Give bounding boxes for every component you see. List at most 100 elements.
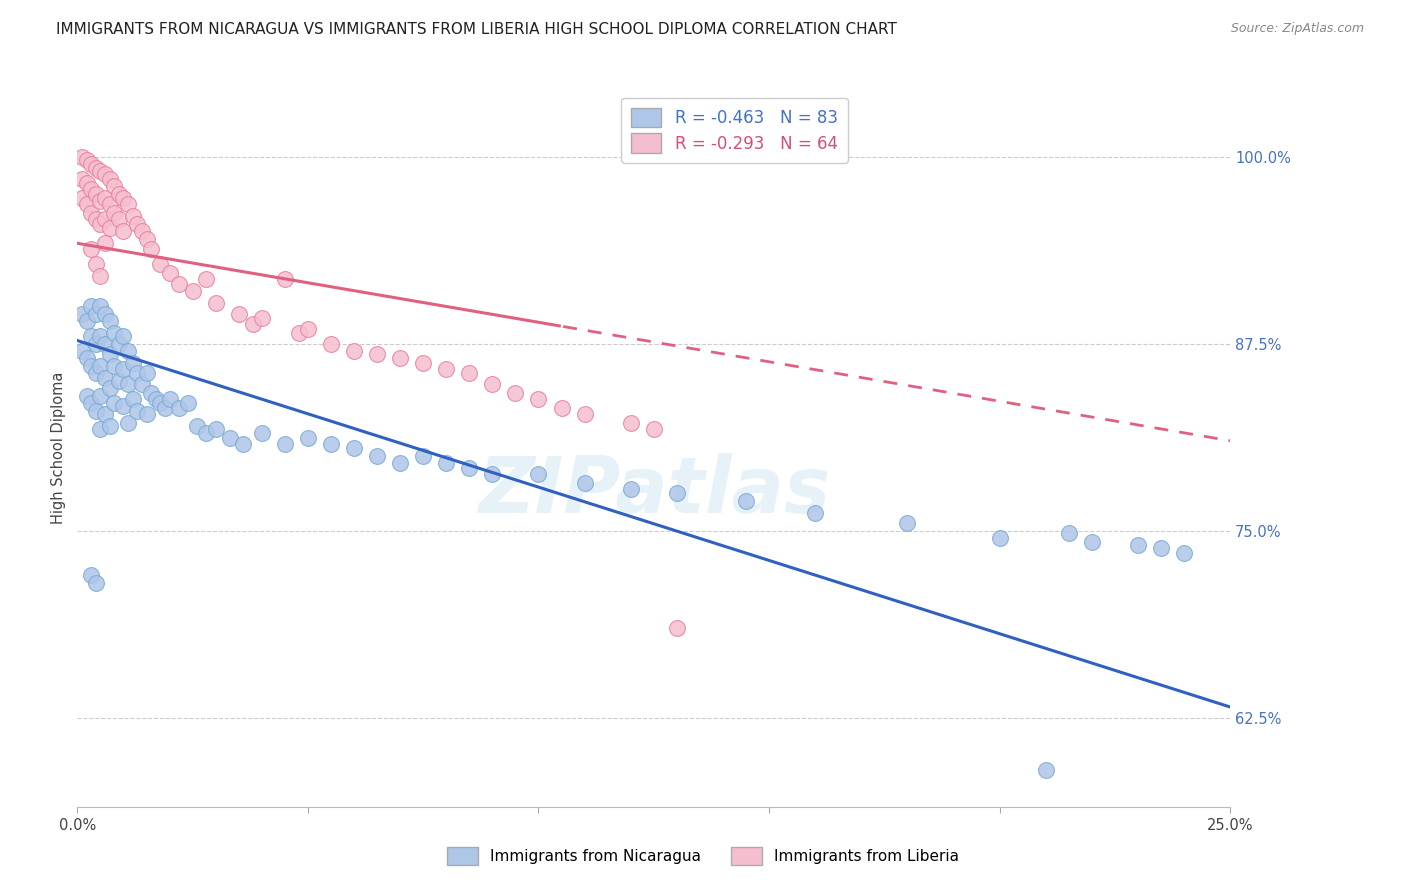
Point bbox=[389, 456, 412, 470]
Point bbox=[242, 317, 264, 331]
Point bbox=[108, 336, 131, 351]
Point bbox=[70, 343, 93, 358]
Point bbox=[103, 326, 125, 340]
Point bbox=[89, 164, 111, 178]
Point bbox=[177, 396, 200, 410]
Point bbox=[80, 359, 103, 373]
Point bbox=[343, 441, 366, 455]
Point bbox=[159, 392, 181, 406]
Point bbox=[80, 396, 103, 410]
Point bbox=[98, 381, 121, 395]
Point bbox=[186, 418, 208, 433]
Point bbox=[287, 326, 309, 340]
Point bbox=[89, 422, 111, 436]
Point bbox=[458, 367, 481, 381]
Point bbox=[94, 212, 117, 227]
Point bbox=[250, 426, 273, 441]
Point bbox=[80, 329, 103, 343]
Point bbox=[84, 212, 107, 227]
Point bbox=[94, 168, 117, 182]
Point bbox=[274, 436, 297, 450]
Point bbox=[434, 456, 457, 470]
Point bbox=[274, 272, 297, 286]
Point bbox=[76, 197, 98, 211]
Point bbox=[153, 401, 176, 415]
Point bbox=[458, 460, 481, 475]
Point bbox=[412, 449, 434, 463]
Point bbox=[89, 194, 111, 209]
Point bbox=[112, 224, 135, 238]
Point bbox=[89, 329, 111, 343]
Point bbox=[343, 343, 366, 358]
Point bbox=[112, 362, 135, 376]
Point bbox=[89, 269, 111, 284]
Point bbox=[76, 351, 98, 366]
Point bbox=[98, 347, 121, 361]
Point bbox=[121, 210, 143, 224]
Point bbox=[620, 416, 643, 430]
Point bbox=[103, 179, 125, 194]
Text: ZIPatlas: ZIPatlas bbox=[478, 453, 830, 529]
Point bbox=[98, 314, 121, 328]
Point bbox=[84, 186, 107, 201]
Point bbox=[108, 212, 131, 227]
Point bbox=[1081, 535, 1104, 549]
Point bbox=[98, 197, 121, 211]
Point bbox=[643, 422, 665, 436]
Point bbox=[94, 371, 117, 385]
Point bbox=[389, 351, 412, 366]
Point bbox=[412, 356, 434, 370]
Point bbox=[195, 272, 218, 286]
Point bbox=[127, 404, 149, 418]
Point bbox=[70, 172, 93, 186]
Point bbox=[319, 336, 342, 351]
Point bbox=[167, 277, 190, 291]
Point bbox=[1035, 763, 1057, 777]
Point bbox=[76, 389, 98, 403]
Point bbox=[70, 191, 93, 205]
Point bbox=[80, 242, 103, 256]
Legend: Immigrants from Nicaragua, Immigrants from Liberia: Immigrants from Nicaragua, Immigrants fr… bbox=[441, 841, 965, 871]
Point bbox=[112, 400, 135, 414]
Point bbox=[1173, 546, 1195, 560]
Point bbox=[112, 191, 135, 205]
Point bbox=[80, 157, 103, 171]
Point bbox=[89, 299, 111, 313]
Point bbox=[527, 467, 550, 481]
Point bbox=[319, 436, 342, 450]
Point bbox=[108, 186, 131, 201]
Point bbox=[434, 362, 457, 376]
Point bbox=[159, 266, 181, 280]
Point bbox=[89, 217, 111, 231]
Point bbox=[481, 376, 503, 391]
Point bbox=[181, 284, 204, 298]
Point bbox=[574, 475, 596, 490]
Point bbox=[574, 407, 596, 421]
Point bbox=[121, 392, 143, 406]
Point bbox=[804, 506, 827, 520]
Point bbox=[76, 153, 98, 167]
Legend: R = -0.463   N = 83, R = -0.293   N = 64: R = -0.463 N = 83, R = -0.293 N = 64 bbox=[621, 97, 848, 162]
Point bbox=[84, 161, 107, 176]
Point bbox=[1150, 541, 1173, 556]
Point bbox=[98, 418, 121, 433]
Point bbox=[366, 347, 388, 361]
Point bbox=[94, 336, 117, 351]
Point bbox=[117, 416, 139, 430]
Point bbox=[167, 401, 190, 415]
Point bbox=[94, 407, 117, 421]
Point bbox=[94, 191, 117, 205]
Point bbox=[1057, 526, 1080, 541]
Point bbox=[103, 206, 125, 220]
Point bbox=[135, 407, 157, 421]
Text: IMMIGRANTS FROM NICARAGUA VS IMMIGRANTS FROM LIBERIA HIGH SCHOOL DIPLOMA CORRELA: IMMIGRANTS FROM NICARAGUA VS IMMIGRANTS … bbox=[56, 22, 897, 37]
Point bbox=[80, 299, 103, 313]
Point bbox=[127, 367, 149, 381]
Point bbox=[76, 314, 98, 328]
Point bbox=[76, 177, 98, 191]
Point bbox=[366, 449, 388, 463]
Point bbox=[89, 389, 111, 403]
Point bbox=[735, 493, 758, 508]
Point bbox=[988, 531, 1011, 545]
Point bbox=[145, 392, 167, 406]
